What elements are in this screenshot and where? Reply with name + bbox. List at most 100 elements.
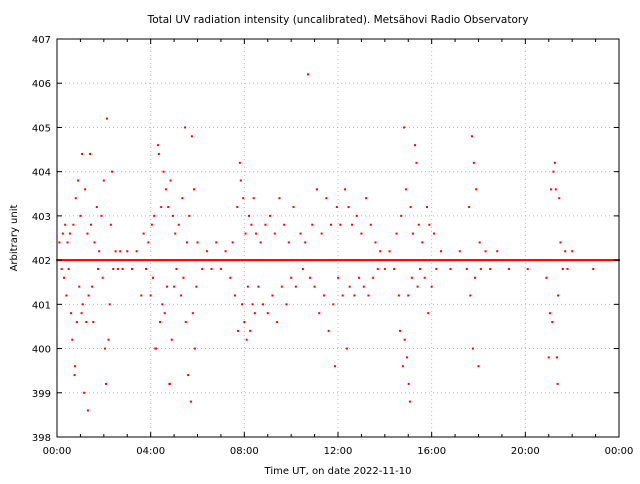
data-point — [153, 214, 156, 217]
baseline-point — [153, 259, 156, 262]
baseline-point — [189, 259, 192, 262]
baseline-point — [195, 259, 198, 262]
baseline-point — [569, 259, 572, 262]
baseline-point — [100, 259, 103, 262]
data-point — [341, 294, 344, 297]
baseline-point — [506, 259, 509, 262]
baseline-point — [264, 259, 267, 262]
baseline-point — [346, 259, 349, 262]
baseline-point — [113, 259, 116, 262]
baseline-point — [240, 259, 243, 262]
baseline-point — [312, 259, 315, 262]
baseline-point — [512, 259, 515, 262]
data-point — [215, 241, 218, 244]
baseline-point — [477, 259, 480, 262]
data-point — [397, 294, 400, 297]
data-point — [388, 250, 391, 253]
data-point — [558, 197, 561, 200]
baseline-point — [396, 259, 399, 262]
baseline-point — [348, 259, 351, 262]
baseline-point — [373, 259, 376, 262]
data-point — [458, 250, 461, 253]
baseline-point — [335, 259, 338, 262]
baseline-point — [610, 259, 613, 262]
baseline-point — [204, 259, 207, 262]
data-point — [246, 285, 249, 288]
baseline-point — [326, 259, 329, 262]
y-tick-label: 405 — [32, 123, 51, 134]
baseline-point — [265, 259, 268, 262]
baseline-point — [135, 259, 138, 262]
data-point — [89, 223, 92, 226]
baseline-point — [253, 259, 256, 262]
data-point — [379, 250, 382, 253]
baseline-point — [495, 259, 498, 262]
baseline-point — [299, 259, 302, 262]
baseline-point — [214, 259, 217, 262]
baseline-point — [483, 259, 486, 262]
baseline-point — [433, 259, 436, 262]
baseline-point — [170, 259, 173, 262]
data-point — [301, 267, 304, 270]
data-point — [418, 267, 421, 270]
baseline-point — [504, 259, 507, 262]
baseline-point — [366, 259, 369, 262]
baseline-point — [572, 259, 575, 262]
baseline-point — [327, 259, 330, 262]
data-point — [104, 382, 107, 385]
data-point — [73, 374, 76, 377]
data-point — [177, 223, 180, 226]
baseline-point — [257, 259, 260, 262]
baseline-point — [593, 259, 596, 262]
data-point — [93, 241, 96, 244]
baseline-point — [571, 259, 574, 262]
baseline-point — [376, 259, 379, 262]
baseline-point — [130, 259, 133, 262]
data-point — [65, 294, 68, 297]
data-point — [155, 347, 158, 350]
data-point — [313, 285, 316, 288]
baseline-point — [324, 259, 327, 262]
baseline-point — [413, 259, 416, 262]
baseline-point — [194, 259, 197, 262]
baseline-point — [86, 259, 89, 262]
baseline-point — [122, 259, 125, 262]
baseline-point — [166, 259, 169, 262]
baseline-point — [217, 259, 220, 262]
baseline-point — [246, 259, 249, 262]
data-point — [421, 241, 424, 244]
baseline-point — [258, 259, 261, 262]
data-point — [427, 312, 430, 315]
baseline-point — [237, 259, 240, 262]
data-point — [311, 223, 314, 226]
baseline-point — [514, 259, 517, 262]
baseline-point — [260, 259, 263, 262]
baseline-point — [468, 259, 471, 262]
baseline-point — [67, 259, 70, 262]
data-point — [114, 250, 117, 253]
baseline-point — [198, 259, 201, 262]
baseline-point — [596, 259, 599, 262]
baseline-point — [285, 259, 288, 262]
baseline-point — [197, 259, 200, 262]
baseline-point — [230, 259, 233, 262]
baseline-point — [454, 259, 457, 262]
data-point — [360, 232, 363, 235]
baseline-point — [441, 259, 444, 262]
baseline-point — [448, 259, 451, 262]
data-point — [551, 321, 554, 324]
baseline-point — [191, 259, 194, 262]
data-point — [245, 338, 248, 341]
baseline-point — [385, 259, 388, 262]
data-point — [307, 73, 310, 76]
baseline-point — [187, 259, 190, 262]
baseline-point — [452, 259, 455, 262]
data-point — [58, 241, 61, 244]
baseline-point — [575, 259, 578, 262]
data-point — [249, 329, 252, 332]
data-point — [304, 241, 307, 244]
baseline-point — [415, 259, 418, 262]
data-point — [411, 232, 414, 235]
baseline-point — [147, 259, 150, 262]
baseline-point — [555, 259, 558, 262]
